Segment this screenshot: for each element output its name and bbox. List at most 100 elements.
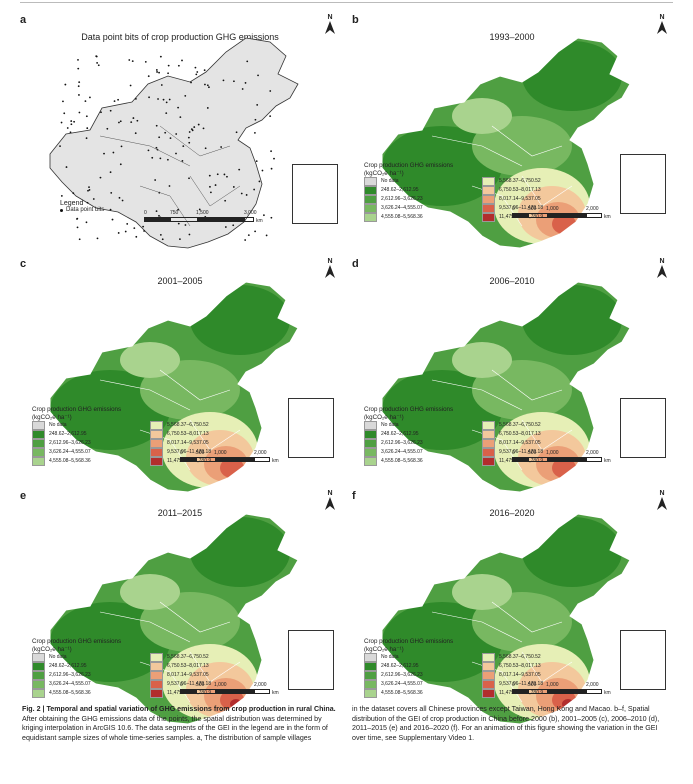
legend-item: 248.62–2,612.95 (364, 186, 419, 195)
ghg-emission-map (381, 37, 631, 249)
legend-swatch (150, 662, 163, 671)
legend-swatch (32, 653, 45, 662)
legend-swatch (364, 662, 377, 671)
legend-item: 8,017.14–9,537.05 (150, 439, 209, 448)
legend-item: 9,537.06–11,479.18 (150, 448, 211, 457)
south-china-sea-inset (620, 398, 666, 458)
panel-label: f (352, 490, 356, 502)
legend-swatch (364, 689, 377, 698)
legend-swatch (482, 439, 495, 448)
legend-swatch (364, 177, 377, 186)
legend-item: No data (364, 653, 399, 662)
ghg-emission-map (49, 281, 299, 493)
legend-swatch (32, 662, 45, 671)
legend-item: 8,017.14–9,537.05 (482, 439, 541, 448)
scale-bar: 0 500 1,000 2,000 km (512, 682, 611, 696)
legend-swatch (150, 457, 163, 466)
legend-item: 248.62–2,612.95 (32, 430, 87, 439)
legend-item: 6,750.53–8,017.13 (150, 662, 209, 671)
legend-item: No data (32, 653, 67, 662)
legend-swatch (150, 671, 163, 680)
south-china-sea-inset (620, 630, 666, 690)
legend-a: Legend Data point bits (60, 200, 105, 213)
legend-item: 5,568.37–6,750.52 (482, 653, 541, 662)
legend-item: 6,750.53–8,017.13 (482, 662, 541, 671)
legend-swatch (482, 177, 495, 186)
legend-swatch (482, 195, 495, 204)
legend-swatch (364, 671, 377, 680)
legend-swatch (482, 457, 495, 466)
legend-swatch (32, 689, 45, 698)
scale-bar: 0 500 1,000 2,000 km (180, 682, 279, 696)
panel-d: d 2006–2010 N Crop production GHG emi (352, 258, 672, 493)
legend-swatch (32, 680, 45, 689)
north-arrow: N (322, 258, 338, 281)
legend-swatch (482, 671, 495, 680)
legend-item: 248.62–2,612.95 (364, 430, 419, 439)
legend-swatch (150, 439, 163, 448)
legend-item: 6,750.53–8,017.13 (150, 430, 209, 439)
south-china-sea-inset (288, 398, 334, 458)
legend-item: 6,750.53–8,017.13 (482, 186, 541, 195)
panel-title: Data point bits of crop production GHG e… (81, 32, 279, 42)
legend-swatch (364, 195, 377, 204)
emissions-legend: Crop production GHG emissions (kgCO₂e ha… (364, 406, 544, 466)
panel-label: b (352, 14, 359, 26)
legend-swatch (482, 689, 495, 698)
panel-title: 2001–2005 (157, 276, 203, 286)
panel-title: 1993–2000 (489, 32, 535, 42)
figure-caption-right: in the dataset covers all Chinese provin… (352, 705, 660, 742)
legend-item: 6,750.53–8,017.13 (482, 430, 541, 439)
legend-item: 3,626.24–4,555.07 (32, 448, 91, 457)
legend-item: 5,568.37–6,750.52 (150, 421, 209, 430)
legend-item: 5,568.37–6,750.52 (150, 653, 209, 662)
legend-item: 9,537.06–11,479.18 (482, 204, 543, 213)
panel-title: 2011–2015 (157, 508, 203, 518)
legend-item: 248.62–2,612.95 (364, 662, 419, 671)
panel-label: e (20, 490, 27, 502)
panel-title: 2016–2020 (489, 508, 535, 518)
china-points-map (49, 37, 299, 249)
legend-item: 5,568.37–6,750.52 (482, 177, 541, 186)
legend-item: 3,626.24–4,555.07 (32, 680, 91, 689)
legend-item: 2,612.96–3,626.23 (364, 195, 423, 204)
panel-b: b 1993–2000 N Crop production GHG emi (352, 14, 672, 249)
legend-item: No data (364, 421, 399, 430)
legend-swatch (150, 421, 163, 430)
legend-item: 2,612.96–3,626.23 (364, 671, 423, 680)
legend-item: 8,017.14–9,537.05 (482, 671, 541, 680)
panel-f: f 2016–2020 N Crop production GHG emi (352, 490, 672, 725)
north-arrow: N (654, 14, 670, 37)
north-arrow: N (322, 14, 338, 37)
north-arrow: N (654, 258, 670, 281)
legend-item: 3,626.24–4,555.07 (364, 448, 423, 457)
legend-item: 3,626.24–4,555.07 (364, 204, 423, 213)
legend-item: 5,568.37–6,750.52 (482, 421, 541, 430)
legend-swatch (364, 421, 377, 430)
south-china-sea-inset (620, 154, 666, 214)
panel-label: a (20, 14, 27, 26)
legend-item: 8,017.14–9,537.05 (150, 671, 209, 680)
legend-item: 3,626.24–4,555.07 (364, 680, 423, 689)
legend-swatch (32, 457, 45, 466)
legend-item: 2,612.96–3,626.23 (32, 439, 91, 448)
legend-item: 2,612.96–3,626.23 (32, 671, 91, 680)
legend-swatch (482, 186, 495, 195)
legend-swatch (150, 680, 163, 689)
legend-swatch (482, 204, 495, 213)
scale-bar: 0 500 1,000 2,000 km (512, 206, 611, 220)
legend-item: 9,537.06–11,479.18 (482, 448, 543, 457)
scale-bar: 0 500 1,000 2,000 km (180, 450, 279, 464)
scale-bar-a: 0 750 1,500 3,000 km (144, 210, 263, 224)
legend-item: 4,555.08–5,568.36 (364, 689, 423, 698)
panel-label: c (20, 258, 27, 270)
legend-swatch (32, 671, 45, 680)
legend-swatch (150, 448, 163, 457)
south-china-sea-inset (292, 164, 338, 224)
panel-a: a Data point bits of crop production GHG… (20, 14, 340, 249)
point-marker-icon (60, 208, 63, 212)
north-arrow: N (322, 490, 338, 513)
legend-swatch (150, 430, 163, 439)
legend-swatch (32, 421, 45, 430)
scale-bar: 0 500 1,000 2,000 km (512, 450, 611, 464)
